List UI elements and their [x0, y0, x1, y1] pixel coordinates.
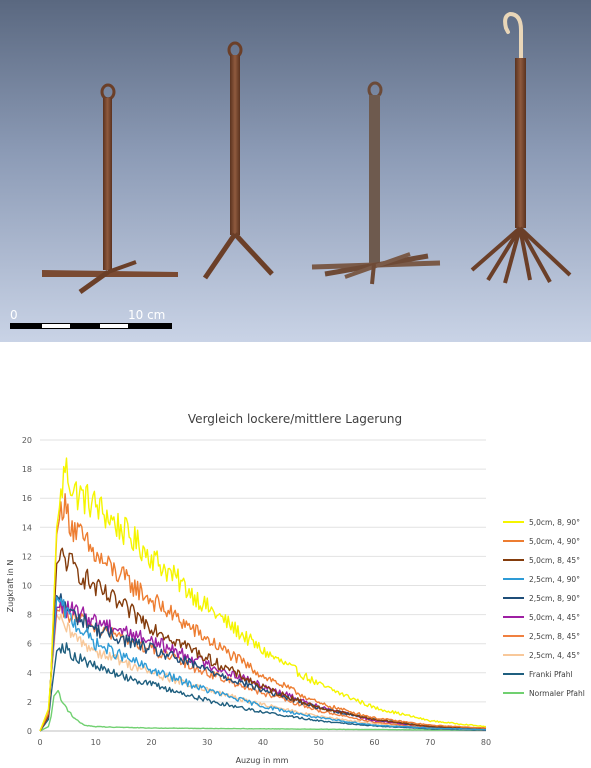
legend-label-3: 2,5cm, 4, 90°: [529, 575, 580, 584]
x-tick-label-70: 70: [425, 738, 435, 747]
legend-label-6: 2,5cm, 8, 45°: [529, 632, 580, 641]
scale-bar: 0 10 cm: [10, 308, 172, 329]
x-tick-label-10: 10: [91, 738, 101, 747]
series-line-6: [39, 601, 487, 732]
x-tick-label-30: 30: [202, 738, 212, 747]
y-tick-label-0: 0: [27, 727, 32, 736]
series-line-5: [39, 598, 486, 732]
legend-label-1: 5,0cm, 4, 90°: [529, 537, 580, 546]
anchor-2: [202, 41, 274, 280]
x-axis-tick-labels: 0 10 20 30 40 50 60 70 80: [37, 738, 491, 747]
chart-grid: [40, 439, 486, 732]
y-tick-label-2: 2: [27, 698, 32, 707]
x-tick-label-40: 40: [258, 738, 268, 747]
y-tick-label-4: 4: [27, 669, 32, 678]
line-chart: Vergleich lockere/mittlere Lagerung 0 2 4 6…: [6, 412, 585, 765]
series-line-9: [39, 689, 486, 732]
legend-label-7: 2,5cm, 4, 45°: [529, 651, 580, 660]
y-tick-label-12: 12: [22, 552, 32, 561]
y-tick-label-16: 16: [22, 494, 32, 503]
anchor-photo: 0 10 cm: [0, 0, 591, 342]
series-line-3: [39, 596, 487, 732]
legend-label-4: 2,5cm, 8, 90°: [529, 594, 580, 603]
photo-background: [0, 0, 591, 342]
y-tick-label-18: 18: [22, 465, 32, 474]
scale-label-start: 0: [10, 308, 18, 322]
y-tick-label-20: 20: [22, 436, 32, 445]
chart-series-lines: [39, 457, 487, 732]
scale-label-end: 10 cm: [128, 308, 165, 322]
legend-label-9: Normaler Pfahl: [529, 689, 585, 698]
anchor-4: [470, 11, 572, 284]
y-tick-label-14: 14: [22, 523, 32, 532]
series-line-1: [39, 493, 487, 732]
x-tick-label-50: 50: [314, 738, 324, 747]
series-line-0: [39, 457, 486, 732]
y-tick-label-10: 10: [22, 582, 32, 591]
anchor-1: [42, 83, 178, 295]
legend-label-0: 5,0cm, 8, 90°: [529, 518, 580, 527]
y-axis-label: Zugkraft in N: [6, 560, 15, 613]
x-tick-label-0: 0: [37, 738, 42, 747]
y-tick-label-6: 6: [27, 640, 32, 649]
series-line-2: [39, 547, 486, 732]
legend-label-2: 5,0cm, 8, 45°: [529, 556, 580, 565]
y-tick-label-8: 8: [27, 611, 32, 620]
series-line-8: [39, 642, 487, 732]
y-axis-tick-labels: 0 2 4 6 8 10 12 14 16 18 20: [22, 436, 32, 736]
anchor-3: [311, 81, 441, 285]
x-tick-label-20: 20: [146, 738, 156, 747]
legend-label-8: Franki Pfahl: [529, 670, 573, 679]
legend-label-5: 5,0cm, 4, 45°: [529, 613, 580, 622]
chart-title: Vergleich lockere/mittlere Lagerung: [188, 412, 402, 426]
chart-legend: 5,0cm, 8, 90° 5,0cm, 4, 90° 5,0cm, 8, 45° 2…: [503, 518, 585, 698]
x-tick-label-80: 80: [481, 738, 491, 747]
x-tick-label-60: 60: [369, 738, 379, 747]
x-axis-label: Auzug in mm: [236, 756, 289, 765]
